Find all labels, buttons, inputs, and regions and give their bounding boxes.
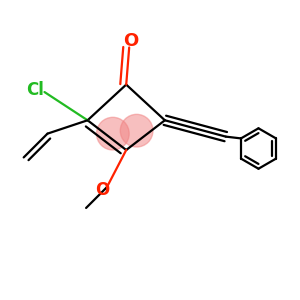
Text: O: O xyxy=(123,32,138,50)
Circle shape xyxy=(120,114,153,147)
Circle shape xyxy=(97,117,129,150)
Text: O: O xyxy=(95,181,110,199)
Text: Cl: Cl xyxy=(26,81,44,99)
